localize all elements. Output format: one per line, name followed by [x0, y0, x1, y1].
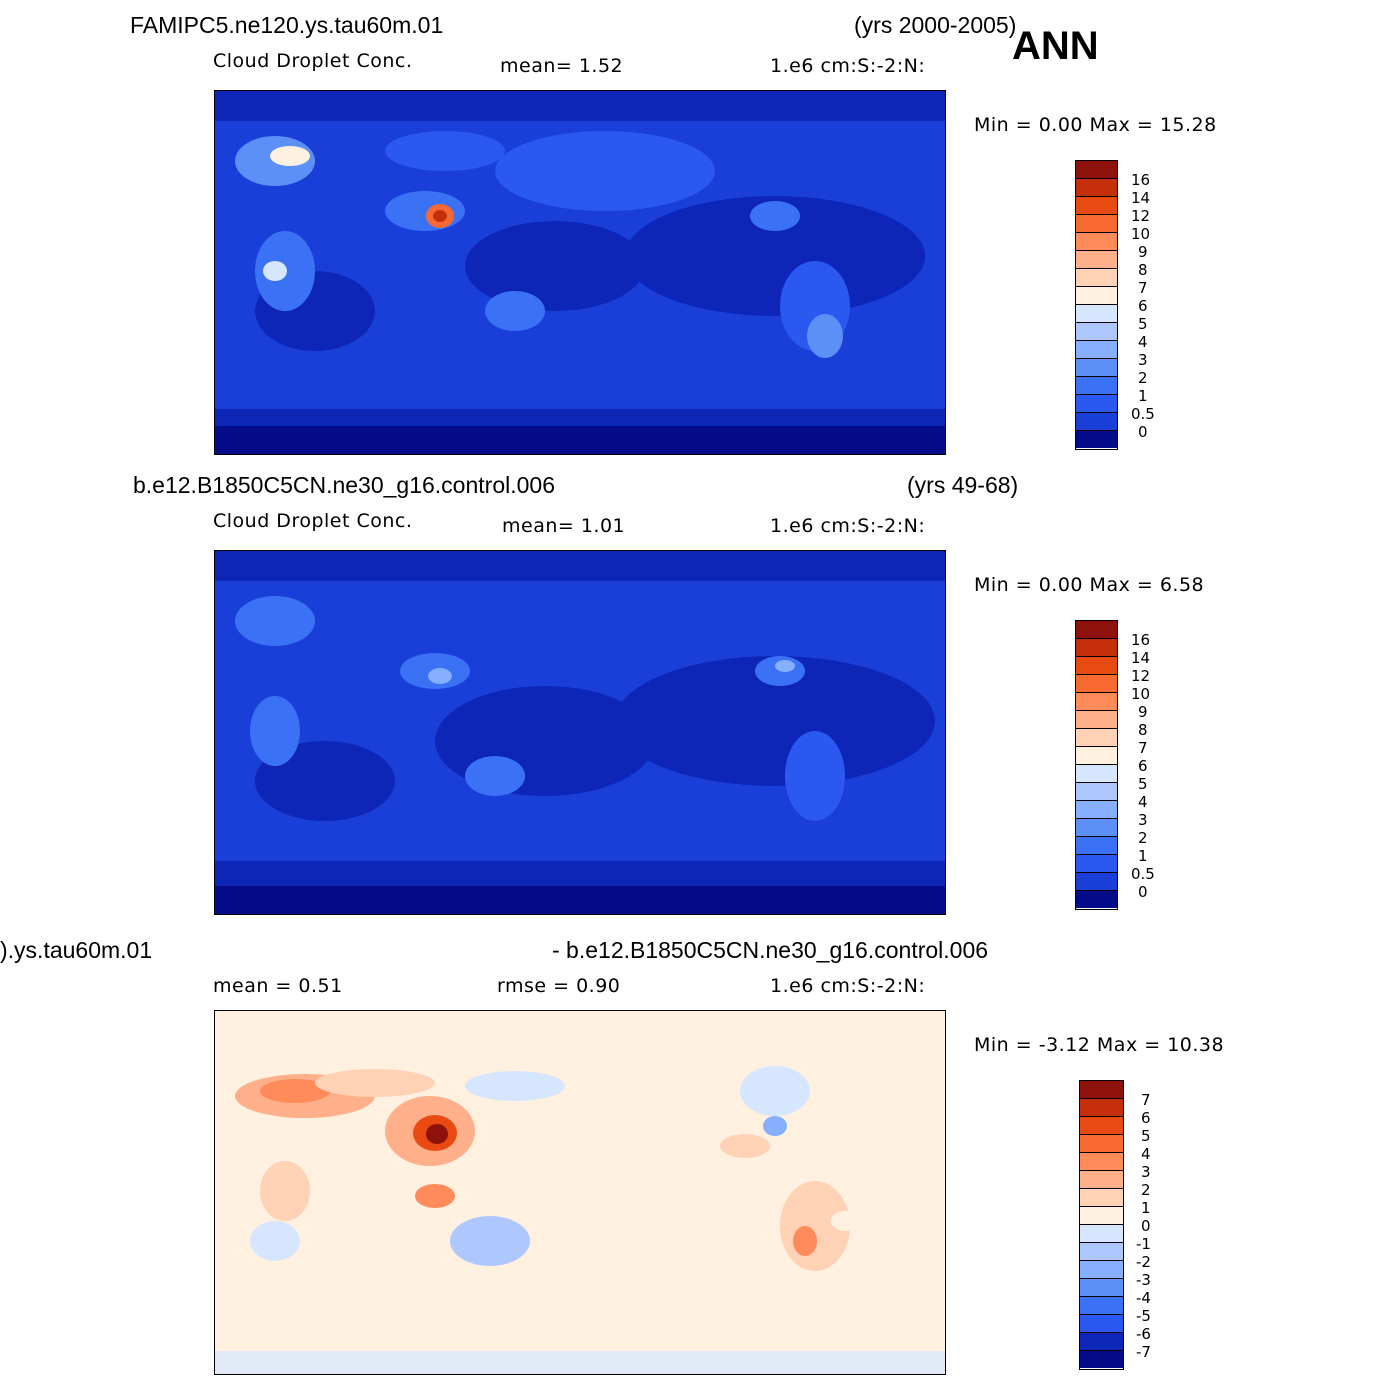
panel1-tick: 12 [1131, 207, 1151, 225]
panel3-tick: -7 [1136, 1343, 1151, 1361]
panel2-tick: 5 [1138, 775, 1148, 793]
panel1-tick: 4 [1138, 333, 1148, 351]
panel1-mean: mean= 1.52 [500, 55, 624, 77]
panel3-tick: -3 [1136, 1271, 1151, 1289]
panel2-tick: 14 [1131, 649, 1151, 667]
panel2-years: (yrs 49-68) [907, 472, 1019, 498]
panel1-tick: 1 [1138, 387, 1148, 405]
panel2-map [214, 550, 946, 915]
panel2-tick: 7 [1138, 739, 1148, 757]
panel1-tick: 6 [1138, 297, 1148, 315]
panel3-tick: 4 [1141, 1145, 1151, 1163]
panel2-variable: Cloud Droplet Conc. [213, 510, 413, 532]
panel2-tick: 3 [1138, 811, 1148, 829]
panel1-tick: 3 [1138, 351, 1148, 369]
panel2-tick: 0 [1138, 883, 1148, 901]
panel2-tick: 4 [1138, 793, 1148, 811]
panel3-tick: -4 [1136, 1289, 1151, 1307]
panel1-tick: 9 [1138, 243, 1148, 261]
panel2-minmax: Min = 0.00 Max = 6.58 [974, 574, 1205, 596]
panel1-tick: 0.5 [1131, 405, 1155, 423]
panel2-colorbar [1075, 620, 1118, 910]
panel2-tick: 6 [1138, 757, 1148, 775]
panel2-tick: 8 [1138, 721, 1148, 739]
panel1-tick: 2 [1138, 369, 1148, 387]
panel2-tick: 10 [1131, 685, 1151, 703]
panel3-tick: -6 [1136, 1325, 1151, 1343]
panel1-tick: 5 [1138, 315, 1148, 333]
panel3-minmax: Min = -3.12 Max = 10.38 [974, 1034, 1225, 1056]
panel3-tick: 6 [1141, 1109, 1151, 1127]
panel2-tick: 12 [1131, 667, 1151, 685]
panel2-tick: 9 [1138, 703, 1148, 721]
panel1-map [214, 90, 946, 455]
panel2-units: 1.e6 cm:S:-2:N: [770, 515, 926, 537]
panel2-case-title: b.e12.B1850C5CN.ne30_g16.control.006 [133, 472, 555, 498]
panel1-tick: 0 [1138, 423, 1148, 441]
panel3-tick: 3 [1141, 1163, 1151, 1181]
panel1-variable: Cloud Droplet Conc. [213, 50, 413, 72]
panel3-tick: 2 [1141, 1181, 1151, 1199]
panel3-rmse: rmse = 0.90 [497, 975, 621, 997]
panel3-map [214, 1010, 946, 1375]
panel3-colorbar [1079, 1080, 1124, 1370]
panel1-tick: 10 [1131, 225, 1151, 243]
panel1-case-title: FAMIPC5.ne120.ys.tau60m.01 [130, 12, 444, 38]
panel2-tick: 0.5 [1131, 865, 1155, 883]
panel3-tick: -2 [1136, 1253, 1151, 1271]
panel1-tick: 7 [1138, 279, 1148, 297]
panel3-tick: 1 [1141, 1199, 1151, 1217]
panel3-tick: 5 [1141, 1127, 1151, 1145]
panel1-minmax: Min = 0.00 Max = 15.28 [974, 114, 1217, 136]
panel2-tick: 2 [1138, 829, 1148, 847]
season-label: ANN [1012, 24, 1099, 68]
panel1-tick: 14 [1131, 189, 1151, 207]
panel3-tick: 7 [1141, 1091, 1151, 1109]
panel2-mean: mean= 1.01 [502, 515, 626, 537]
panel1-units: 1.e6 cm:S:-2:N: [770, 55, 926, 77]
panel3-control-title: - b.e12.B1850C5CN.ne30_g16.control.006 [552, 937, 989, 963]
panel3-units: 1.e6 cm:S:-2:N: [770, 975, 926, 997]
panel1-tick: 8 [1138, 261, 1148, 279]
panel3-case-title: ).ys.tau60m.01 [0, 937, 153, 963]
panel1-colorbar [1075, 160, 1118, 450]
panel3-tick: 0 [1141, 1217, 1151, 1235]
panel3-mean: mean = 0.51 [213, 975, 343, 997]
panel3-tick: -1 [1136, 1235, 1151, 1253]
panel2-tick: 16 [1131, 631, 1151, 649]
panel1-tick: 16 [1131, 171, 1151, 189]
panel1-years: (yrs 2000-2005) [854, 12, 1017, 38]
panel2-tick: 1 [1138, 847, 1148, 865]
panel3-tick: -5 [1136, 1307, 1151, 1325]
